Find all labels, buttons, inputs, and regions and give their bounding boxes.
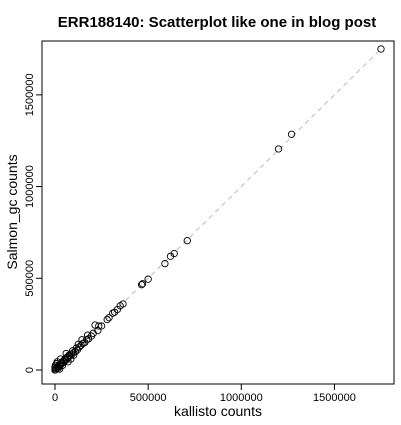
y-axis-label: Salmon_gc counts (4, 154, 20, 269)
x-tick-label: 500000 (130, 392, 167, 404)
x-tick-label: 0 (52, 392, 58, 404)
y-tick-label: 1000000 (24, 165, 36, 208)
data-point (78, 336, 86, 344)
y-tick-label: 1500000 (24, 73, 36, 116)
data-point (144, 275, 152, 283)
data-point (377, 45, 385, 53)
data-point (105, 314, 113, 322)
data-point (95, 322, 103, 330)
data-point (287, 130, 296, 138)
data-point (274, 145, 283, 153)
y-tick-label: 0 (24, 367, 36, 373)
data-point (83, 331, 92, 339)
data-point (74, 340, 82, 348)
data-point (56, 355, 65, 363)
x-axis-label: kallisto counts (174, 403, 262, 419)
data-points (51, 45, 385, 374)
reference-line-y-equals-x (54, 48, 382, 371)
x-tick-label: 1500000 (313, 392, 356, 404)
data-point (69, 351, 78, 359)
data-point (103, 315, 111, 324)
y-tick-label: 500000 (24, 260, 36, 297)
x-tick-label: 1000000 (220, 392, 263, 404)
y-axis: 0 500000 1000000 1500000 (24, 73, 43, 373)
data-point (183, 237, 191, 245)
chart-title: ERR188140: Scatterplot like one in blog … (58, 14, 376, 31)
data-point (51, 363, 59, 371)
data-point (58, 361, 67, 370)
data-point (109, 309, 117, 317)
data-point (62, 349, 70, 358)
data-point (161, 259, 169, 268)
data-point (79, 339, 87, 348)
data-point (64, 358, 72, 366)
data-point (137, 281, 146, 289)
data-point (138, 280, 147, 288)
data-point (166, 252, 175, 260)
x-axis: 0 500000 1000000 1500000 (52, 383, 356, 404)
data-point (91, 321, 99, 329)
